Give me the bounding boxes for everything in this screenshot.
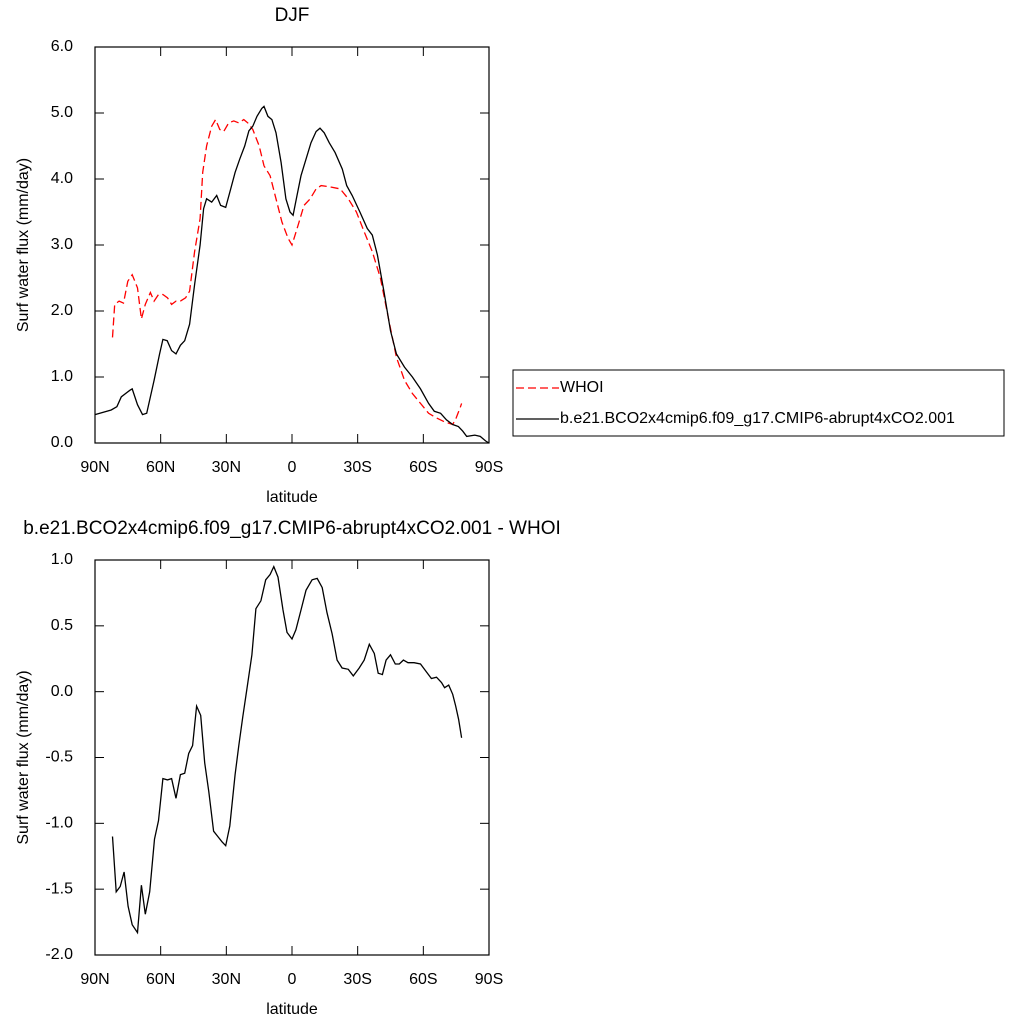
x-tick-label: 30S [343, 971, 371, 988]
y-tick-label: 0.0 [51, 683, 73, 700]
x-tick-label: 60N [146, 459, 175, 476]
plot-frame [94, 559, 490, 956]
x-tick-label: 30S [343, 459, 371, 476]
y-tick-label: -0.5 [45, 749, 73, 766]
x-tick-label: 30N [212, 459, 241, 476]
chart-panel: DJF latitude Surf water flux (mm/day) 0.0 1.… [15, 5, 1005, 506]
chart-panel: b.e21.BCO2x4cmip6.f09_g17.CMIP6-abrupt4x… [15, 518, 561, 1018]
y-tick-label: 5.0 [51, 104, 73, 121]
x-tick-label: 90N [80, 459, 109, 476]
x-axis-label: latitude [266, 1001, 318, 1018]
x-tick-label: 60S [409, 971, 437, 988]
x-tick-label: 0 [288, 971, 297, 988]
x-tick-label: 90S [475, 459, 503, 476]
plot-frame [94, 46, 490, 444]
legend-label: b.e21.BCO2x4cmip6.f09_g17.CMIP6-abrupt4x… [560, 410, 955, 427]
x-tick-label: 90N [80, 971, 109, 988]
data-line [111, 564, 463, 935]
y-tick-label: 0.0 [51, 434, 73, 451]
x-tick-label: 0 [288, 459, 297, 476]
x-tick-label: 30N [212, 971, 241, 988]
y-tick-label: -1.5 [45, 880, 73, 897]
y-tick-label: 3.0 [51, 236, 73, 253]
y-axis-label: Surf water flux (mm/day) [15, 158, 32, 332]
data-line [94, 105, 490, 444]
legend-box [512, 369, 1005, 437]
x-axis-label: latitude [266, 489, 318, 506]
y-tick-label: 2.0 [51, 302, 73, 319]
y-tick-label: 0.5 [51, 617, 73, 634]
y-tick-label: -1.0 [45, 815, 73, 832]
legend-label: WHOI [560, 379, 604, 396]
y-tick-label: 1.0 [51, 368, 73, 385]
x-tick-label: 60S [409, 459, 437, 476]
y-tick-label: 4.0 [51, 170, 73, 187]
y-tick-label: -2.0 [45, 946, 73, 963]
y-tick-label: 6.0 [51, 38, 73, 55]
chart-title: DJF [275, 5, 310, 26]
x-tick-label: 90S [475, 971, 503, 988]
data-line [111, 118, 463, 426]
y-axis-label: Surf water flux (mm/day) [15, 670, 32, 844]
y-tick-label: 1.0 [51, 551, 73, 568]
x-tick-label: 60N [146, 971, 175, 988]
chart-title: b.e21.BCO2x4cmip6.f09_g17.CMIP6-abrupt4x… [23, 518, 561, 539]
